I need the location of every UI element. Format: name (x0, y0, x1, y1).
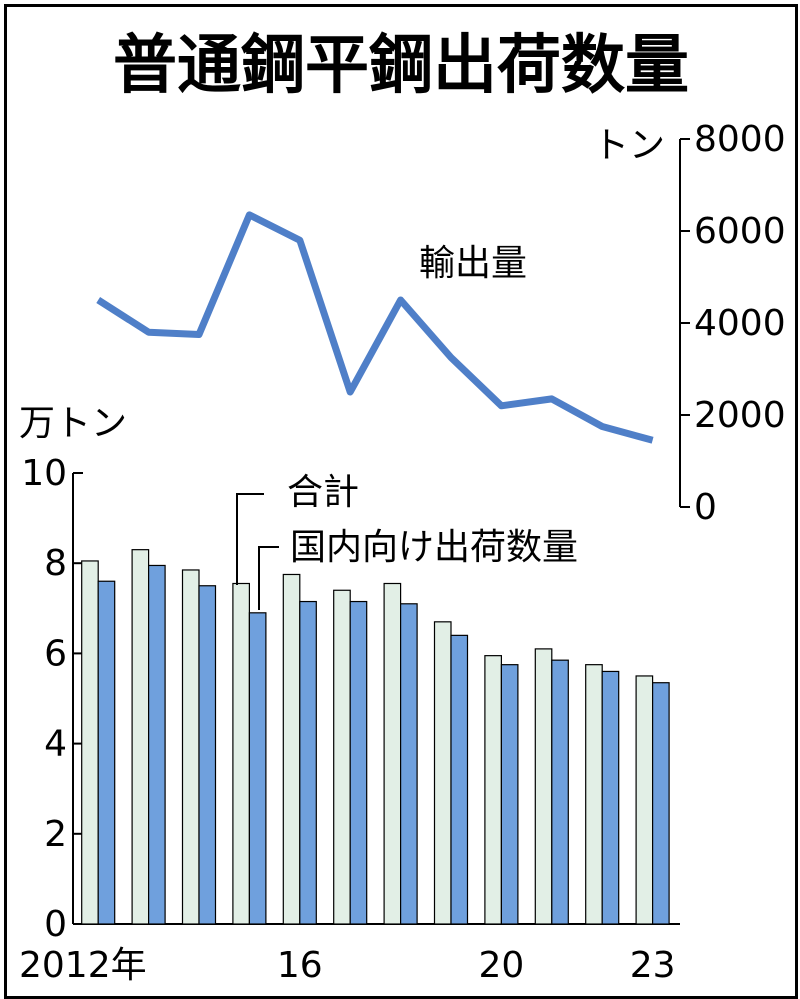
bar-domestic-2019 (450, 634, 469, 925)
left-tick-label: 10 (21, 453, 67, 494)
x-tick-label: 20 (478, 945, 524, 986)
bar-total-2017 (333, 589, 351, 925)
bar-domestic-2023 (651, 682, 670, 925)
right-tick-label: 0 (694, 487, 717, 528)
bar-total-2013 (131, 549, 150, 925)
bar-total-2019 (433, 621, 452, 925)
x-tick-label: 16 (277, 945, 323, 986)
bar-domestic-2021 (551, 659, 569, 925)
right-tick-label: 4000 (694, 303, 786, 344)
bar-domestic-2018 (400, 603, 418, 925)
bar-domestic-2016 (299, 600, 317, 925)
left-tick-label: 0 (44, 904, 67, 945)
chart-title: 普通鋼平鋼出荷数量 (113, 29, 689, 103)
left-tick-label: 4 (44, 724, 67, 765)
chart-frame: 普通鋼平鋼出荷数量 0 2000 4000 6000 8000 トン 0 2 4 6 8 10 万… (4, 4, 798, 999)
export-line (96, 211, 654, 444)
bar-total-2018 (383, 582, 402, 925)
right-tick-label: 6000 (694, 211, 786, 252)
right-tick-label: 8000 (694, 119, 786, 160)
left-tick-label: 6 (44, 633, 67, 674)
bar-domestic-2022 (601, 670, 620, 925)
export-line-layer (96, 211, 654, 444)
bar-domestic-2012 (97, 580, 116, 925)
right-axis-unit: トン (593, 125, 665, 166)
bar-total-2015 (232, 582, 250, 925)
domestic-series-label: 国内向け出荷数量 (290, 527, 578, 568)
export-series-label: 輸出量 (419, 243, 527, 284)
bar-total-2020 (484, 655, 502, 925)
total-series-label: 合計 (287, 472, 359, 513)
chart-svg: 普通鋼平鋼出荷数量 0 2000 4000 6000 8000 トン 0 2 4 6 8 10 万… (19, 29, 786, 986)
left-tick-label: 8 (44, 543, 67, 584)
bar-total-2012 (81, 560, 99, 925)
bar-total-2021 (534, 648, 553, 925)
left-axis-ticks: 0 2 4 6 8 10 (21, 453, 83, 945)
right-axis-ticks: 0 2000 4000 6000 8000 (680, 119, 786, 528)
bar-domestic-2014 (198, 585, 217, 925)
bar-total-2016 (282, 573, 301, 925)
x-axis-ticks: 2012年 16 20 23 (19, 945, 676, 986)
bar-domestic-2017 (349, 600, 368, 925)
bar-total-2022 (585, 664, 603, 925)
x-tick-label: 23 (630, 945, 676, 986)
bar-domestic-2013 (148, 564, 166, 925)
right-tick-label: 2000 (694, 395, 786, 436)
bar-total-2023 (635, 675, 654, 925)
domestic-leader-line (258, 546, 279, 610)
x-tick-label: 2012年 (19, 945, 147, 986)
bar-domestic-2015 (248, 612, 267, 925)
left-tick-label: 2 (44, 814, 67, 855)
bar-group (81, 549, 670, 925)
bar-total-2014 (181, 569, 200, 925)
total-leader-line (236, 493, 264, 585)
bar-domestic-2020 (500, 664, 519, 925)
left-axis-unit: 万トン (19, 403, 127, 444)
